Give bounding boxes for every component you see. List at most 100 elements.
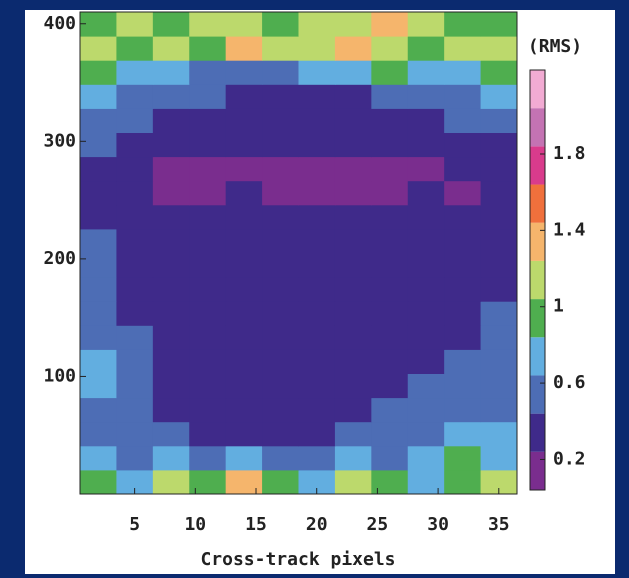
heatmap-cell bbox=[480, 204, 518, 230]
heatmap-cell bbox=[444, 349, 482, 374]
heatmap-cell bbox=[262, 301, 299, 326]
heatmap-cell bbox=[371, 36, 409, 61]
heatmap-cell bbox=[444, 469, 482, 495]
heatmap-cell bbox=[189, 469, 227, 495]
heatmap-cell bbox=[262, 36, 299, 61]
heatmap-cell bbox=[480, 84, 518, 109]
heatmap-cell bbox=[298, 301, 336, 326]
heatmap-cell bbox=[116, 325, 154, 350]
heatmap-cell bbox=[298, 325, 336, 350]
heatmap-cell bbox=[116, 421, 154, 447]
heatmap-cell bbox=[262, 228, 299, 254]
heatmap-cell bbox=[189, 397, 227, 423]
colorbar-segment bbox=[530, 70, 545, 109]
heatmap-cell bbox=[80, 60, 117, 85]
heatmap-cell bbox=[152, 60, 190, 85]
heatmap-cell bbox=[480, 325, 518, 350]
heatmap-cell bbox=[334, 36, 372, 61]
heatmap-cell bbox=[116, 445, 154, 471]
heatmap-cell bbox=[262, 84, 299, 109]
heatmap-cell bbox=[189, 60, 227, 85]
heatmap-cell bbox=[225, 277, 263, 302]
heatmap-cell bbox=[298, 349, 336, 374]
heatmap-cell bbox=[444, 373, 482, 399]
heatmap-cell bbox=[480, 156, 518, 182]
heatmap-cell bbox=[262, 421, 299, 447]
heatmap-cell bbox=[334, 349, 372, 374]
heatmap-cell bbox=[116, 253, 154, 278]
heatmap-cell bbox=[80, 132, 117, 158]
y-tick-label: 300 bbox=[43, 130, 76, 151]
heatmap-cell bbox=[444, 36, 482, 61]
heatmap-cell bbox=[152, 36, 190, 61]
x-tick-label: 15 bbox=[245, 514, 267, 535]
heatmap-cell bbox=[80, 349, 117, 374]
heatmap-cell bbox=[407, 204, 445, 230]
heatmap-cell bbox=[480, 108, 518, 133]
heatmap-cell bbox=[80, 277, 117, 302]
heatmap-cell bbox=[371, 253, 409, 278]
heatmap-cell bbox=[334, 253, 372, 278]
heatmap-cell bbox=[334, 373, 372, 399]
heatmap-cell bbox=[444, 132, 482, 158]
heatmap-cell bbox=[407, 445, 445, 471]
colorbar-tick-label: 0.2 bbox=[553, 448, 586, 469]
heatmap-cell bbox=[407, 325, 445, 350]
heatmap-cell bbox=[152, 180, 190, 206]
heatmap-cell bbox=[334, 156, 372, 182]
heatmap-cell bbox=[152, 469, 190, 495]
colorbar-segment bbox=[530, 184, 545, 223]
colorbar-tick-label: 1.4 bbox=[553, 219, 586, 240]
heatmap-cell bbox=[480, 421, 518, 447]
heatmap-cell bbox=[371, 301, 409, 326]
heatmap-cell bbox=[116, 277, 154, 302]
x-tick-label: 30 bbox=[427, 514, 449, 535]
heatmap-cell bbox=[262, 108, 299, 133]
heatmap-cell bbox=[334, 325, 372, 350]
heatmap-cell bbox=[152, 397, 190, 423]
heatmap-cell bbox=[444, 108, 482, 133]
heatmap-cell bbox=[80, 228, 117, 254]
heatmap-cell bbox=[262, 277, 299, 302]
heatmap-cell bbox=[407, 108, 445, 133]
heatmap-cell bbox=[334, 397, 372, 423]
heatmap-cell bbox=[262, 132, 299, 158]
heatmap-cell bbox=[116, 36, 154, 61]
heatmap-cell bbox=[444, 445, 482, 471]
heatmap-cell bbox=[80, 84, 117, 109]
heatmap-cell bbox=[80, 469, 117, 495]
heatmap-cell bbox=[371, 445, 409, 471]
heatmap-cell bbox=[189, 156, 227, 182]
heatmap-cell bbox=[262, 445, 299, 471]
heatmap-cell bbox=[298, 228, 336, 254]
heatmap-cell bbox=[116, 349, 154, 374]
heatmap-cell bbox=[225, 132, 263, 158]
heatmap-cell bbox=[189, 325, 227, 350]
heatmap-cell bbox=[407, 253, 445, 278]
heatmap-cell bbox=[371, 60, 409, 85]
heatmap-cell bbox=[152, 421, 190, 447]
heatmap-cell bbox=[334, 60, 372, 85]
heatmap-cell bbox=[371, 349, 409, 374]
heatmap-cell bbox=[480, 445, 518, 471]
heatmap-cell bbox=[225, 180, 263, 206]
heatmap-cell bbox=[480, 373, 518, 399]
heatmap-cell bbox=[480, 301, 518, 326]
heatmap-cell bbox=[407, 469, 445, 495]
heatmap-cell bbox=[189, 36, 227, 61]
heatmap-cell bbox=[262, 204, 299, 230]
heatmap-cell bbox=[444, 12, 482, 37]
heatmap-cell bbox=[262, 325, 299, 350]
heatmap-cell bbox=[152, 277, 190, 302]
heatmap-cell bbox=[298, 36, 336, 61]
heatmap-cell bbox=[152, 204, 190, 230]
heatmap-cell bbox=[298, 12, 336, 37]
heatmap-cell bbox=[444, 228, 482, 254]
heatmap-cell bbox=[225, 60, 263, 85]
colorbar-segment bbox=[530, 146, 545, 185]
heatmap-cell bbox=[80, 325, 117, 350]
heatmap-cell bbox=[225, 397, 263, 423]
heatmap-cell bbox=[298, 397, 336, 423]
heatmap-cell bbox=[225, 325, 263, 350]
